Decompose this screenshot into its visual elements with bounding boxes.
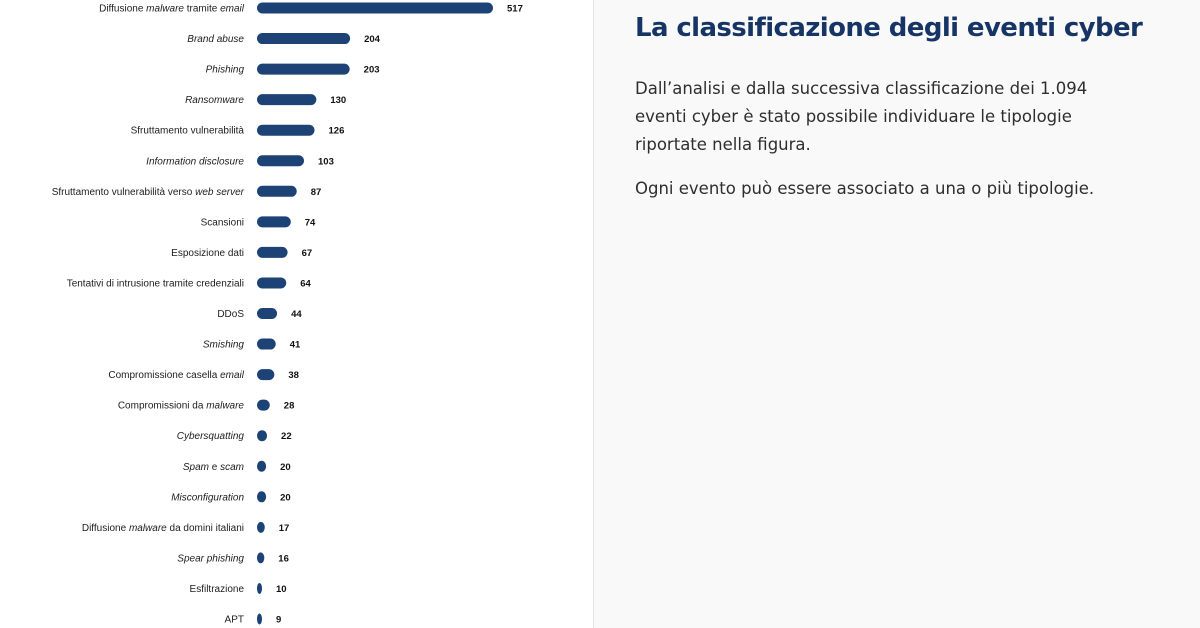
value-label-esfiltrazione: 10 (276, 584, 287, 595)
bar-spam-e-scam (257, 460, 267, 472)
bar-scansioni (257, 216, 291, 228)
bar-compromissione-casella-email (257, 369, 275, 381)
paragraph-analysis: Dall’analisi e dalla successiva classifi… (635, 79, 1088, 154)
bar-misconfiguration (257, 491, 267, 503)
value-label-misconfiguration: 20 (280, 492, 291, 503)
value-label-smishing: 41 (290, 340, 301, 351)
value-label-apt: 9 (276, 615, 281, 626)
category-label-sfruttamento-vulnerabilita: Sfruttamento vulnerabilità (131, 126, 245, 137)
category-label-spam-e-scam: Spam e scam (183, 462, 244, 473)
value-label-esposizione-dati: 67 (302, 248, 313, 259)
value-label-cybersquatting: 22 (281, 431, 292, 442)
value-label-compromissione-casella-email: 38 (288, 370, 299, 381)
category-label-sfruttamento-vulnerabilita-verso-web-server: Sfruttamento vulnerabilità verso web ser… (52, 187, 245, 198)
bar-ddos (257, 308, 278, 319)
category-label-phishing: Phishing (206, 65, 245, 76)
bar-diffusione-malware-da-domini-italiani (257, 521, 265, 533)
bar-brand-abuse (257, 33, 351, 45)
value-label-spam-e-scam: 20 (280, 462, 291, 473)
category-label-cybersquatting: Cybersquatting (177, 431, 245, 442)
value-label-diffusione-malware-tramite-email: 517 (507, 4, 523, 15)
bar-information-disclosure (257, 155, 305, 167)
category-label-smishing: Smishing (203, 340, 245, 351)
bar-esfiltrazione (257, 582, 262, 594)
value-label-tentativi-di-intrusione-tramite-credenziali: 64 (300, 278, 311, 289)
paragraph-note: Ogni evento può essere associato a una o… (635, 179, 1095, 198)
value-label-ransomware: 130 (330, 95, 346, 106)
chart-panel: Diffusione malware tramite email 517 Brand… (0, 0, 594, 628)
bar-compromissioni-da-malware (257, 399, 270, 411)
category-label-compromissione-casella-email: Compromissione casella email (108, 370, 244, 381)
bar-spear-phishing (257, 552, 265, 564)
bar-esposizione-dati (257, 246, 288, 258)
horizontal-bar-chart: Diffusione malware tramite email 517 Brand… (52, 2, 523, 626)
category-label-ransomware: Ransomware (185, 95, 244, 106)
category-label-esposizione-dati: Esposizione dati (171, 248, 244, 259)
category-label-misconfiguration: Misconfiguration (171, 492, 244, 503)
bar-sfruttamento-vulnerabilita-verso-web-server (257, 185, 297, 197)
category-label-tentativi-di-intrusione-tramite-credenziali: Tentativi di intrusione tramite credenzi… (67, 278, 244, 289)
value-label-compromissioni-da-malware: 28 (284, 401, 295, 412)
category-label-brand-abuse: Brand abuse (187, 34, 244, 45)
category-label-diffusione-malware-tramite-email: Diffusione malware tramite email (99, 4, 245, 15)
bar-sfruttamento-vulnerabilita (257, 124, 315, 136)
category-label-ddos: DDoS (217, 309, 244, 320)
value-label-sfruttamento-vulnerabilita-verso-web-server: 87 (311, 187, 322, 198)
panel-divider (593, 0, 594, 628)
category-label-apt: APT (225, 615, 244, 626)
bar-apt (257, 613, 262, 625)
value-label-ddos: 44 (291, 309, 302, 320)
bar-diffusione-malware-tramite-email (257, 2, 493, 14)
bar-cybersquatting (257, 430, 268, 442)
category-label-compromissioni-da-malware: Compromissioni da malware (118, 401, 245, 412)
category-label-diffusione-malware-da-domini-italiani: Diffusione malware da domini italiani (82, 523, 244, 534)
bar-smishing (257, 338, 276, 350)
value-label-phishing: 203 (364, 65, 380, 76)
value-label-brand-abuse: 204 (364, 34, 381, 45)
value-label-diffusione-malware-da-domini-italiani: 17 (279, 523, 290, 534)
category-label-spear-phishing: Spear phishing (177, 553, 244, 564)
bar-phishing (257, 63, 350, 75)
category-label-information-disclosure: Information disclosure (146, 156, 244, 167)
category-label-esfiltrazione: Esfiltrazione (190, 584, 245, 595)
section-title: La classificazione degli eventi cyber (635, 13, 1143, 43)
text-panel: La classificazione degli eventi cyber Da… (594, 0, 1200, 628)
value-label-scansioni: 74 (305, 217, 316, 228)
bar-ransomware (257, 94, 317, 106)
bar-tentativi-di-intrusione-tramite-credenziali (257, 277, 287, 289)
value-label-information-disclosure: 103 (318, 156, 334, 167)
category-label-scansioni: Scansioni (201, 217, 244, 228)
value-label-spear-phishing: 16 (278, 553, 289, 564)
value-label-sfruttamento-vulnerabilita: 126 (329, 126, 345, 137)
